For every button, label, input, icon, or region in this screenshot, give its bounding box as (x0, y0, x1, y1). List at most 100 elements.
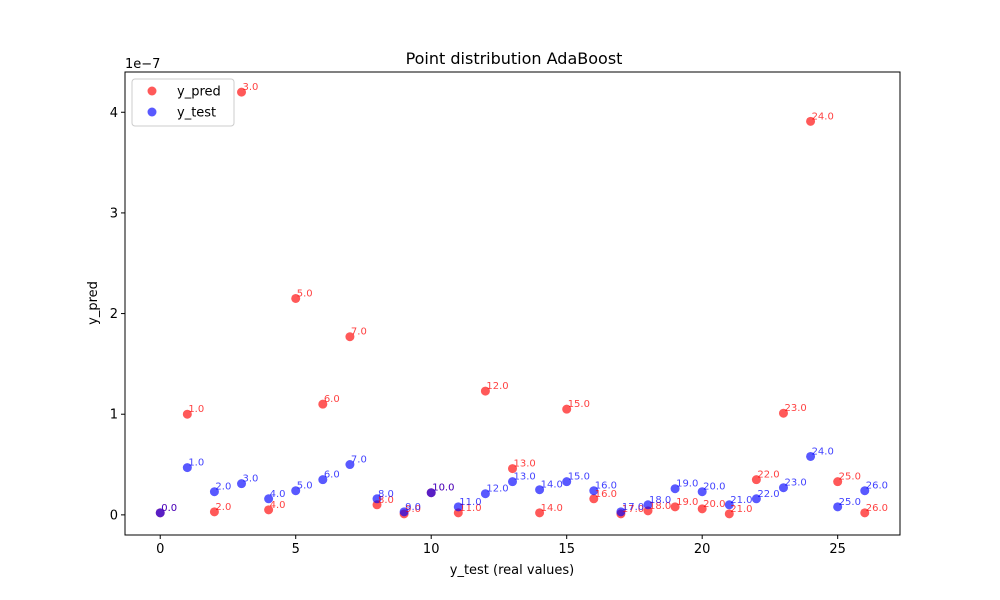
y_pred-point-label: 21.0 (730, 504, 752, 515)
x-tick-label: 10 (423, 542, 440, 557)
y_test-point (643, 500, 653, 510)
y_test-point (806, 451, 816, 461)
y_pred-point-label: 5.0 (297, 288, 313, 299)
y-tick-label: 0 (110, 508, 118, 523)
y_test-point-label: 24.0 (812, 446, 834, 457)
y_test-point (589, 486, 599, 496)
y_test-point (751, 494, 761, 504)
y_pred-point (508, 464, 517, 474)
y_pred-point-label: 9.0 (405, 504, 421, 515)
y_test-point (182, 463, 192, 473)
y_pred-point (697, 504, 707, 514)
y_pred-point (670, 502, 680, 512)
legend: y_pred y_test (131, 78, 235, 127)
y_pred-point-label: 23.0 (784, 403, 806, 414)
y_test-point (372, 494, 382, 504)
y_test-point (399, 507, 409, 517)
y_pred-point-label: 24.0 (812, 111, 834, 122)
y_pred-point-label: 6.0 (324, 394, 340, 405)
y_test-point (155, 508, 165, 518)
x-tick-label: 0 (156, 542, 164, 557)
y_pred-point-label: 12.0 (486, 381, 508, 392)
x-axis-label: y_test (real values) (450, 563, 574, 578)
y_test-point (670, 484, 680, 494)
y_test-point (453, 502, 463, 512)
y_pred-point-label: 25.0 (839, 472, 861, 483)
y_pred-point (833, 477, 843, 487)
y_pred-point-label: 16.0 (595, 489, 617, 500)
y_pred-point-label: 2.0 (215, 502, 231, 513)
y_test-point-label: 22.0 (757, 489, 779, 500)
y_test-point (697, 487, 707, 497)
y_pred-point (589, 494, 599, 504)
y_pred-point-label: 10.0 (432, 483, 454, 494)
y_test-point (860, 486, 870, 496)
y_test-point (264, 494, 274, 504)
y_test-legend-marker (147, 107, 157, 117)
y_test-point-label: 4.0 (270, 489, 286, 500)
y_pred-point (724, 509, 734, 519)
y_test-point-label: 18.0 (649, 495, 671, 506)
y_test-point (724, 500, 734, 510)
y_test-point (209, 487, 219, 497)
y_test-point (291, 486, 301, 496)
y_pred-point-label: 17.0 (622, 504, 644, 515)
y_pred-point-label: 18.0 (649, 501, 671, 512)
y_test-point-label: 21.0 (730, 495, 752, 506)
y_pred-point (562, 404, 572, 414)
y_test-point-label: 19.0 (676, 479, 698, 490)
x-tick-label: 15 (558, 542, 575, 557)
y_test-point-label: 12.0 (486, 484, 508, 495)
y_pred-point-label: 1.0 (188, 404, 204, 415)
y_test-point (535, 485, 545, 495)
y_pred-point-label: 26.0 (866, 503, 888, 514)
y_test-point-label: 5.0 (297, 481, 313, 492)
y_test-point-label: 8.0 (378, 489, 394, 500)
y_test-point-label: 3.0 (243, 474, 259, 485)
y_test-point-label: 23.0 (784, 478, 806, 489)
x-tick-label: 20 (694, 542, 711, 557)
y-axis-ticks: 0 1 2 3 4 (110, 106, 125, 523)
y_pred-point-label: 15.0 (568, 399, 590, 410)
y-tick-label: 4 (110, 106, 118, 121)
plot-marks (155, 87, 870, 519)
y_test-point-label: 0.0 (161, 503, 177, 514)
y_test-point-label: 10.0 (432, 483, 454, 494)
y-offset-text: 1e−7 (125, 57, 160, 72)
y_test-point-label: 17.0 (622, 502, 644, 513)
y_test-legend-label: y_test (177, 106, 216, 121)
y_test-point (345, 460, 355, 470)
y_pred-point (345, 332, 355, 342)
x-tick-label: 5 (292, 542, 300, 557)
legend-box (131, 78, 235, 127)
y_pred-point-label: 4.0 (270, 500, 286, 511)
y_test-point-label: 26.0 (866, 481, 888, 492)
y_test-point-label: 20.0 (703, 482, 725, 493)
y_pred-point-label: 20.0 (703, 499, 725, 510)
y_test-point (508, 477, 517, 487)
y_pred-point (291, 293, 301, 303)
y_test-point (562, 477, 572, 487)
y-tick-label: 2 (110, 307, 118, 322)
y_pred-point (480, 386, 490, 396)
y_pred-point-label: 19.0 (676, 497, 698, 508)
chart-title: Point distribution AdaBoost (406, 49, 623, 68)
y-tick-label: 3 (110, 206, 118, 221)
y_test-point (616, 507, 626, 517)
point-annotations: 0.0 1.0 2.0 3.0 4.0 5.0 6.0 7.0 8.0 9.0 10.0 11.0 12… (161, 82, 888, 515)
y_pred-point (182, 409, 192, 419)
y_test-point-label: 13.0 (514, 472, 536, 483)
y_test-point-label: 14.0 (541, 480, 563, 491)
y_test-point-label: 16.0 (595, 481, 617, 492)
y_test-point (318, 475, 328, 485)
y_test-point (833, 502, 843, 512)
y_pred-point-label: 11.0 (459, 503, 481, 514)
y-axis-label: y_pred (86, 281, 101, 325)
y_test-point-label: 25.0 (839, 497, 861, 508)
y_test-point-label: 2.0 (215, 482, 231, 493)
y_pred-point-label: 22.0 (757, 470, 779, 481)
y_test-point-label: 11.0 (459, 497, 481, 508)
y_pred-point (778, 408, 788, 418)
y_pred-point (535, 508, 545, 518)
